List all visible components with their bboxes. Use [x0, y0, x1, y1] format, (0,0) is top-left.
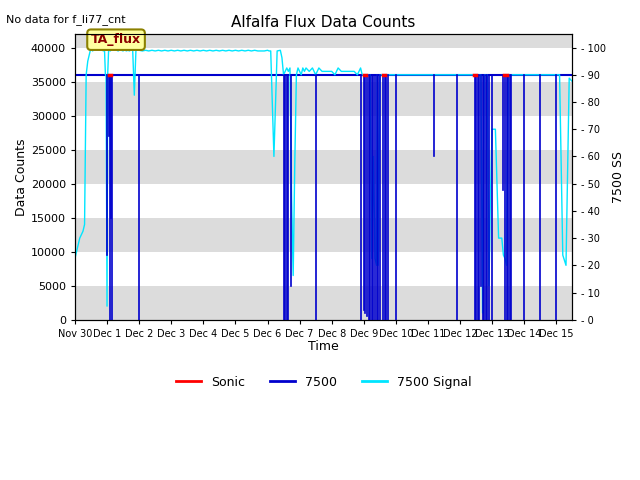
Bar [75, 116, 572, 150]
Bar [75, 252, 572, 286]
Y-axis label: 7500 SS: 7500 SS [612, 151, 625, 203]
Text: No data for f_li77_cnt: No data for f_li77_cnt [6, 14, 126, 25]
X-axis label: Time: Time [308, 340, 339, 353]
Bar [75, 184, 572, 218]
Y-axis label: Data Counts: Data Counts [15, 138, 28, 216]
Title: Alfalfa Flux Data Counts: Alfalfa Flux Data Counts [232, 15, 416, 30]
Bar [75, 48, 572, 82]
Text: TA_flux: TA_flux [91, 33, 141, 46]
Legend: Sonic, 7500, 7500 Signal: Sonic, 7500, 7500 Signal [171, 371, 477, 394]
